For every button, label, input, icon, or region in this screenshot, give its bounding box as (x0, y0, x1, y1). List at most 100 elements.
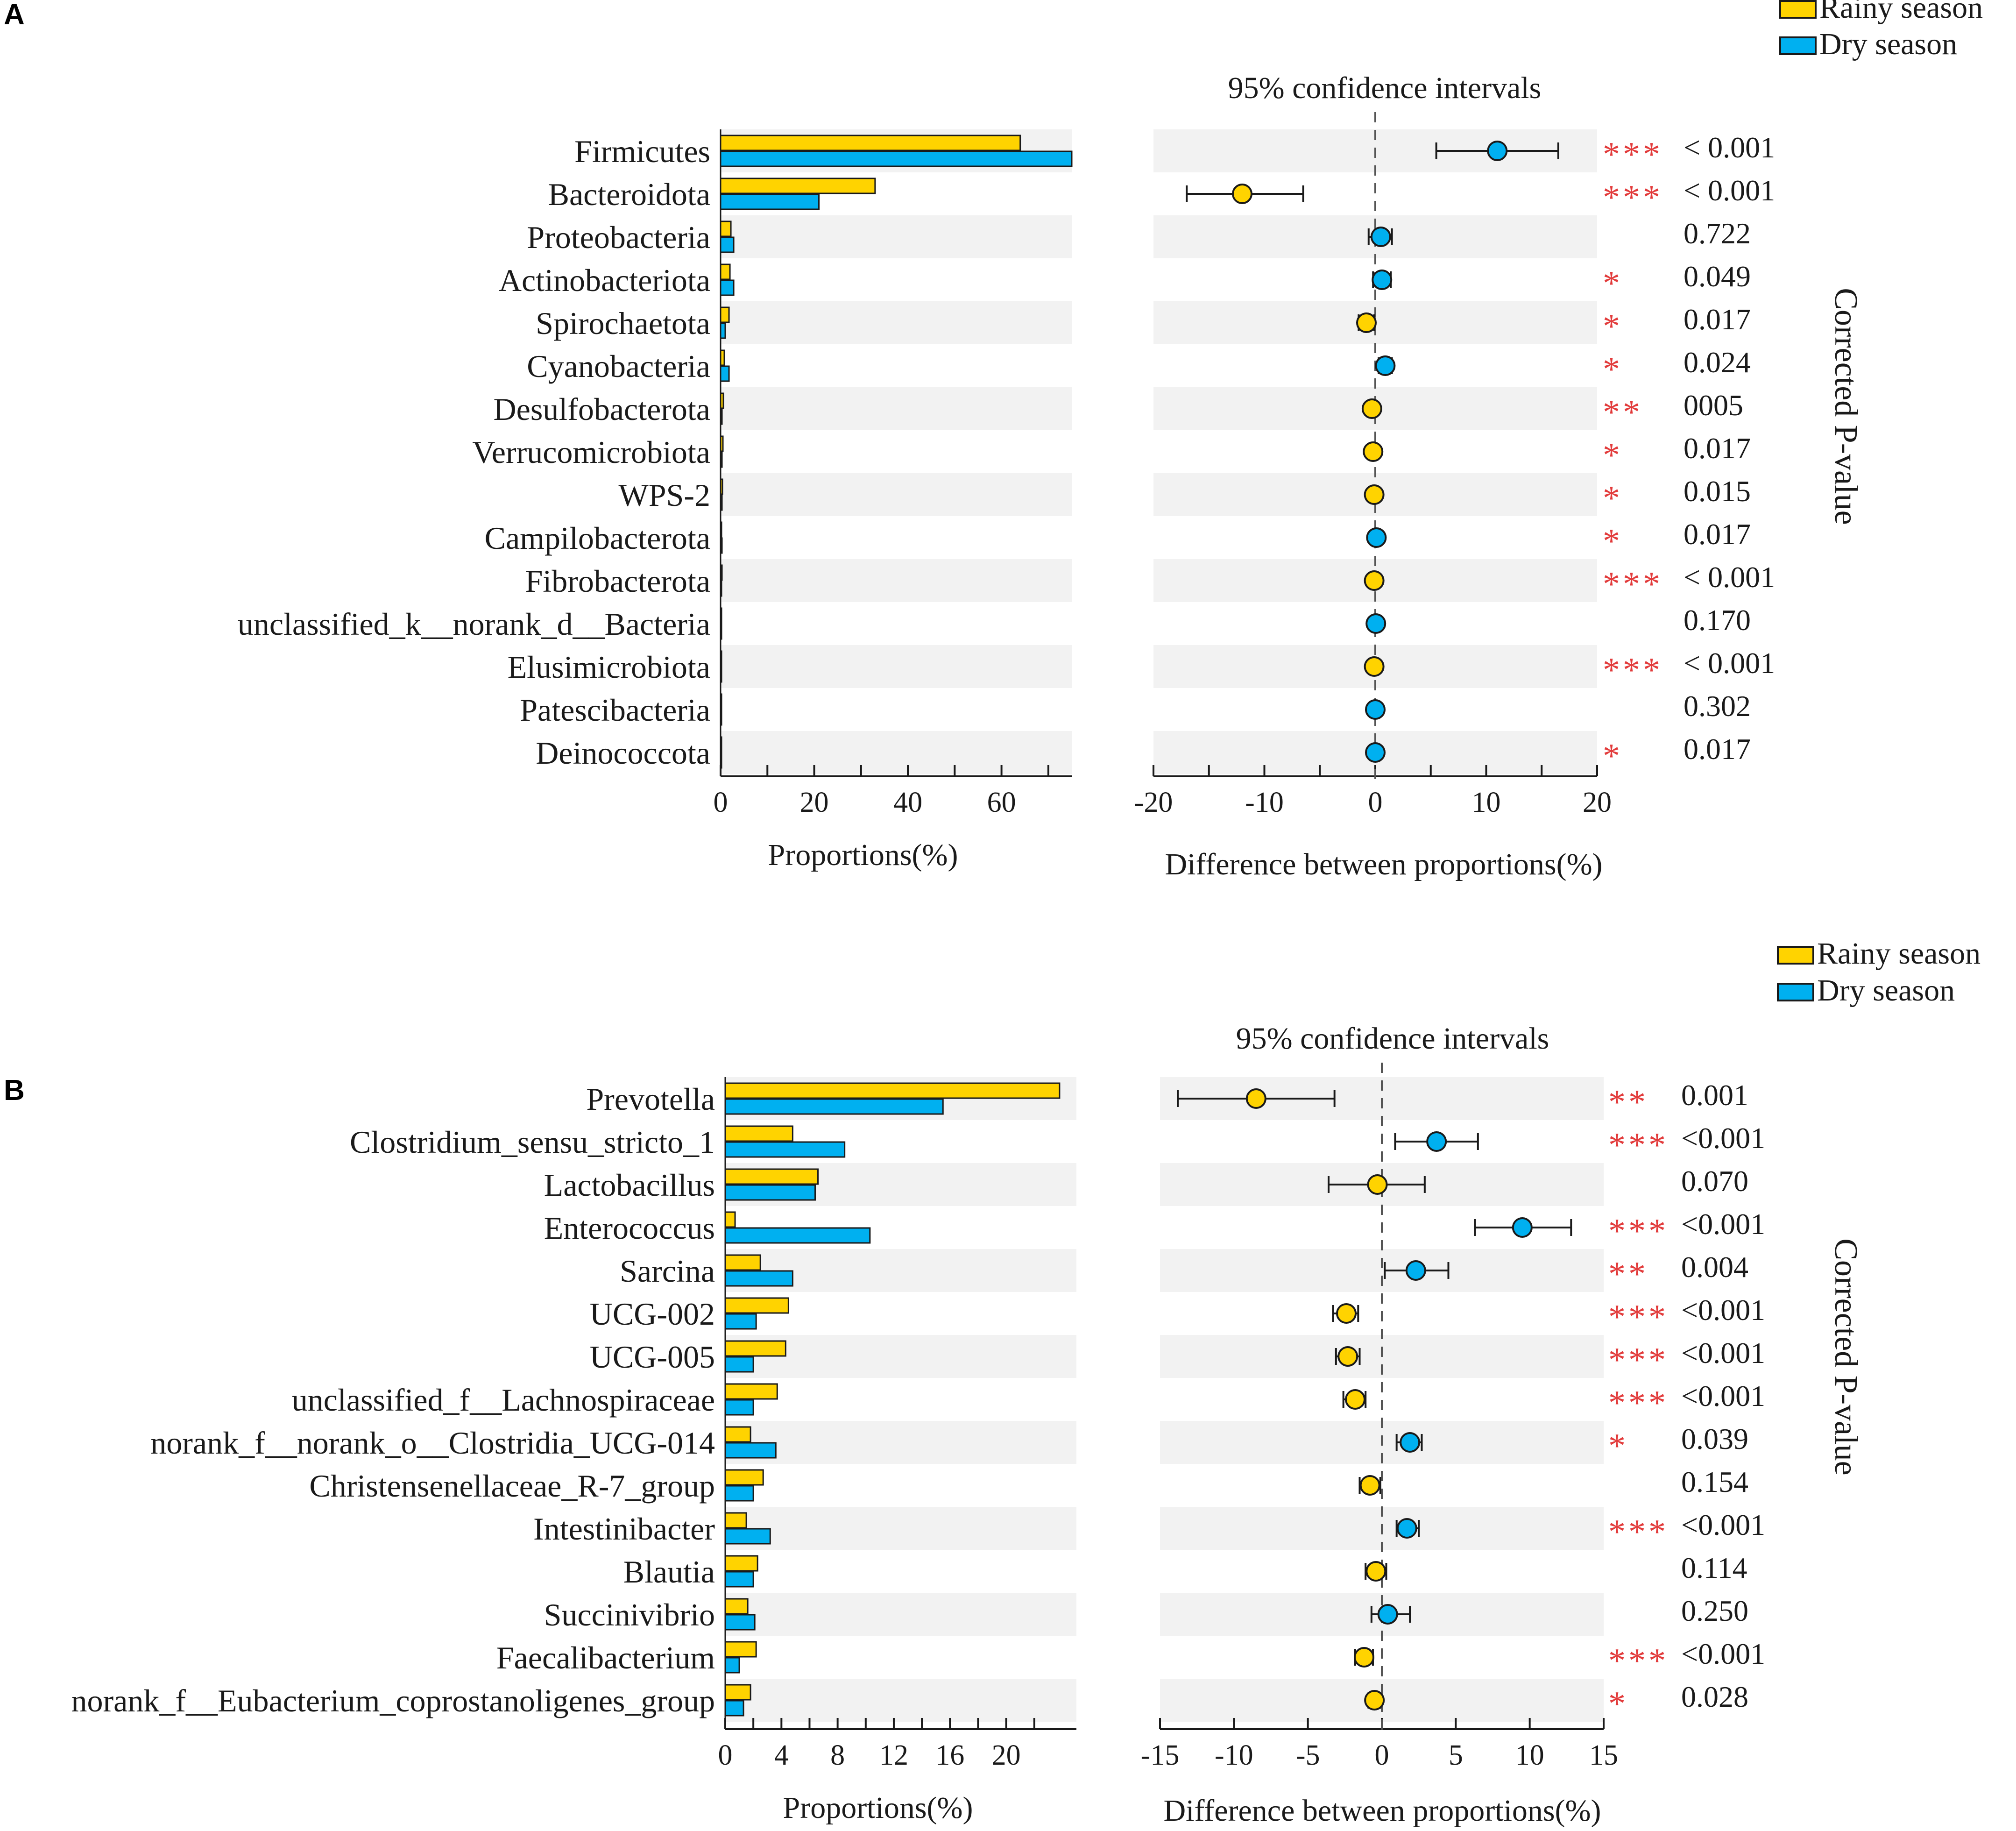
right-x-tick-label: 0 (1368, 787, 1383, 818)
diff-point-rainy (1232, 184, 1252, 204)
left-x-axis-label: Proportions(%) (783, 1791, 973, 1825)
category-label: Cyanobacteria (527, 348, 710, 384)
chart-title: 95% confidence intervals (1236, 1022, 1549, 1056)
category-label: Deinococcota (536, 735, 710, 771)
legend-label-rainy: Rainy season (1817, 937, 1981, 971)
p-value: <0.001 (1681, 1637, 1765, 1670)
bar-rainy (720, 650, 722, 667)
left-x-tick-label: 12 (879, 1739, 908, 1771)
significance-stars: * (1603, 737, 1623, 775)
row-stripe-left (725, 1421, 1076, 1464)
bar-rainy (724, 1125, 793, 1142)
right-x-tick-label: 10 (1472, 787, 1501, 818)
category-label: Spirochaetota (536, 305, 710, 341)
bar-dry (724, 1227, 871, 1244)
data-row: Verrucomicrobiota * 0.017 (472, 432, 1751, 475)
legend-label-dry: Dry season (1817, 973, 1955, 1008)
row-stripe-left (721, 301, 1072, 344)
p-value: 0.722 (1684, 217, 1751, 250)
p-value: 0.114 (1681, 1551, 1747, 1584)
p-value: < 0.001 (1684, 561, 1775, 594)
left-x-tick-label: 60 (987, 787, 1016, 818)
bar-rainy (720, 521, 722, 538)
diff-point-rainy (1345, 1389, 1365, 1410)
bar-dry (724, 1098, 944, 1115)
bar-dry (720, 537, 723, 554)
data-row: unclassified_f__Lachnospiraceae *** <0.001 (292, 1379, 1765, 1422)
bar-rainy (720, 220, 732, 237)
legend-label-dry: Dry season (1819, 27, 1957, 61)
data-row: Patescibacteria 0.302 (520, 689, 1751, 728)
significance-stars: ** (1608, 1255, 1648, 1293)
significance-stars: *** (1603, 178, 1663, 217)
bar-rainy (724, 1297, 789, 1314)
bar-dry (724, 1657, 740, 1674)
category-label: Blautia (623, 1554, 715, 1590)
right-x-tick-label: 15 (1589, 1739, 1618, 1771)
bar-rainy (720, 263, 731, 280)
legend-label-rainy: Rainy season (1819, 0, 1983, 25)
diff-point-dry (1400, 1432, 1421, 1453)
row-stripe-left (725, 1679, 1076, 1722)
p-value: 0.250 (1681, 1594, 1748, 1627)
data-row: Succinivibrio 0.250 (544, 1594, 1748, 1632)
bar-rainy (724, 1555, 758, 1572)
category-label: Prevotella (586, 1081, 715, 1117)
bar-dry (720, 709, 722, 726)
left-x-tick-label: 0 (718, 1739, 733, 1771)
p-value: < 0.001 (1684, 174, 1775, 207)
bar-rainy (724, 1383, 778, 1400)
bar-rainy (720, 392, 724, 409)
p-value: 0005 (1684, 389, 1743, 422)
diff-point-rainy (1359, 1475, 1380, 1496)
diff-point-dry (1377, 1604, 1398, 1625)
diff-point-dry (1396, 1518, 1417, 1539)
data-row: Actinobacteriota * 0.049 (499, 260, 1751, 303)
significance-stars: * (1603, 436, 1623, 475)
p-value: 0.170 (1684, 603, 1751, 637)
category-label: unclassified_k__norank_d__Bacteria (238, 606, 710, 642)
category-label: Bacteroidota (548, 177, 710, 212)
bar-rainy (720, 349, 725, 366)
diff-point-dry (1370, 227, 1391, 247)
bar-dry (720, 623, 722, 640)
p-value: 0.024 (1684, 346, 1751, 379)
right-x-tick-label: -10 (1245, 787, 1284, 818)
bar-dry (724, 1700, 744, 1717)
corrected-p-value-label: Corrected P-value (1828, 288, 1864, 525)
row-stripe-left (725, 1593, 1076, 1636)
bar-dry (724, 1485, 754, 1502)
data-row: Christensenellaceae_R-7_group 0.154 (309, 1465, 1748, 1504)
category-label: Faecalibacterium (496, 1640, 715, 1675)
significance-stars: *** (1603, 651, 1663, 689)
p-value: 0.028 (1681, 1680, 1748, 1713)
diff-point-dry (1426, 1131, 1447, 1152)
data-row: unclassified_k__norank_d__Bacteria 0.170 (238, 603, 1751, 642)
p-value: 0.017 (1684, 518, 1751, 551)
bar-dry (724, 1399, 754, 1416)
data-row: UCG-005 *** <0.001 (590, 1336, 1765, 1379)
legend-swatch-dry (1777, 983, 1814, 1001)
bar-rainy (720, 693, 722, 710)
diff-point-dry (1365, 699, 1386, 720)
diff-point-dry (1365, 613, 1386, 634)
p-value: <0.001 (1681, 1508, 1765, 1541)
p-value: 0.001 (1681, 1079, 1748, 1112)
category-label: WPS-2 (619, 477, 710, 513)
category-label: Campilobacterota (485, 520, 710, 556)
p-value: 0.070 (1681, 1164, 1748, 1198)
bar-rainy (724, 1211, 736, 1228)
significance-stars: * (1603, 350, 1623, 389)
bar-dry (720, 451, 723, 468)
p-value: 0.017 (1684, 432, 1751, 465)
bar-rainy (720, 135, 1021, 151)
bar-dry (724, 1356, 754, 1373)
diff-point-dry (1372, 270, 1393, 290)
right-x-tick-label: -5 (1296, 1739, 1320, 1771)
p-value: <0.001 (1681, 1121, 1765, 1155)
significance-stars: * (1603, 307, 1623, 346)
significance-stars: *** (1608, 1212, 1669, 1250)
